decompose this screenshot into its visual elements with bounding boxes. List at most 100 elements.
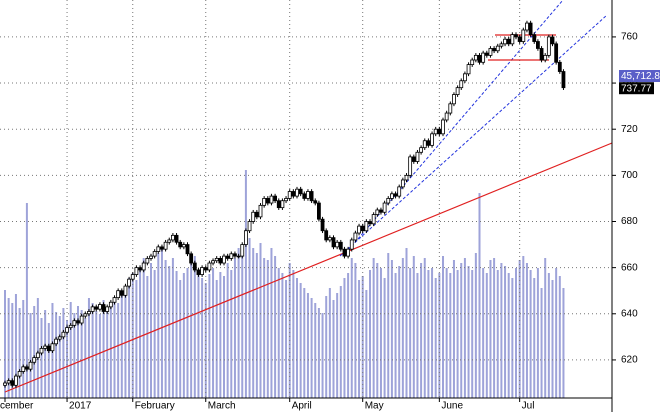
volume-bar <box>325 296 328 398</box>
candle-body <box>251 211 256 222</box>
candle-body <box>320 218 325 232</box>
volume-bar <box>223 276 226 398</box>
candle-body <box>130 274 135 280</box>
candle-body <box>364 221 369 232</box>
candle-body <box>141 262 146 271</box>
candle-body <box>561 71 566 89</box>
x-tick-label: cember <box>0 401 34 412</box>
candle-body <box>273 195 278 202</box>
candle-body <box>214 258 219 262</box>
volume-bar <box>25 203 28 398</box>
volume-bar <box>150 263 153 398</box>
candle-body <box>254 211 259 218</box>
candle-body <box>116 290 121 299</box>
candle-body <box>477 54 482 63</box>
candle-body <box>3 382 7 386</box>
volume-bar <box>515 268 518 398</box>
candle-body <box>163 241 168 250</box>
candle-body <box>189 253 194 264</box>
candle-body <box>408 156 413 176</box>
volume-bar <box>390 260 393 398</box>
volume-bar <box>438 273 441 398</box>
candle-body <box>76 320 80 324</box>
candle-body <box>393 193 398 197</box>
candle-body <box>521 29 526 42</box>
candle-body <box>79 315 84 324</box>
candle-body <box>349 239 354 250</box>
volume-bar <box>489 260 492 398</box>
candle-body <box>342 248 347 257</box>
volume-bar <box>551 280 554 398</box>
volume-bar <box>416 273 419 398</box>
candle-body <box>331 237 336 248</box>
volume-bar <box>456 270 459 398</box>
volume-bar <box>175 271 178 398</box>
candle-body <box>532 34 537 42</box>
candle-body <box>229 253 234 259</box>
volume-bar <box>376 263 379 398</box>
volume-bar <box>212 268 215 398</box>
volume-bar <box>401 258 404 398</box>
volume-bar <box>533 278 536 398</box>
volume-bar <box>347 273 350 398</box>
candle-body <box>54 338 59 345</box>
volume-bar <box>14 294 17 398</box>
candle-body <box>262 198 267 206</box>
candles <box>3 20 566 388</box>
volume-bar <box>44 310 47 398</box>
volume-bar <box>274 256 277 398</box>
volume-bar <box>467 266 470 398</box>
candle-body <box>452 94 456 105</box>
volume-bar <box>237 248 240 398</box>
volume-bar <box>321 313 324 398</box>
volume-bar <box>288 263 291 398</box>
volume-bar <box>409 268 412 398</box>
candle-body <box>138 267 142 271</box>
volume-bar <box>529 270 532 398</box>
candle-body <box>422 140 427 149</box>
volume-bar <box>387 253 390 398</box>
candle-body <box>35 352 40 359</box>
volume-bar <box>544 258 547 398</box>
candle-body <box>360 225 365 232</box>
candle-body <box>353 232 358 241</box>
volume-bar <box>445 268 448 398</box>
x-tick-label: April <box>292 401 312 412</box>
candle-body <box>25 366 29 370</box>
volume-bar <box>431 268 434 398</box>
candle-body <box>455 87 460 95</box>
volume-bar <box>478 193 481 398</box>
volume-bar <box>87 298 90 398</box>
volume-bar <box>299 283 302 398</box>
candle-body <box>492 48 497 52</box>
volume-bar <box>427 270 430 398</box>
y-tick-label: 640 <box>621 308 638 319</box>
volume-bar <box>102 300 105 398</box>
candle-body <box>145 258 150 264</box>
volume-bar <box>47 323 50 398</box>
volume-bar <box>252 248 255 398</box>
candle-body <box>17 371 22 377</box>
volume-bar <box>259 243 262 398</box>
volume-bar <box>398 266 401 398</box>
volume-bar <box>463 258 466 398</box>
volume-bar <box>306 293 309 398</box>
candle-body <box>46 345 51 352</box>
volume-bar <box>471 270 474 398</box>
candle-body <box>167 239 172 243</box>
candle-body <box>309 191 314 202</box>
x-tick-label: March <box>208 401 236 412</box>
candle-body <box>211 260 215 264</box>
candle-body <box>499 43 504 47</box>
candle-body <box>21 366 26 372</box>
candle-body <box>108 301 113 308</box>
volume-bar <box>263 258 266 398</box>
volume-bar <box>55 312 58 398</box>
volume-bar <box>80 310 83 398</box>
volume-bar <box>117 303 120 398</box>
volume-bar <box>248 238 251 398</box>
volume-bar <box>266 260 269 398</box>
volume-bar <box>226 263 229 398</box>
volume-bar <box>11 303 14 398</box>
candle-body <box>149 255 153 259</box>
